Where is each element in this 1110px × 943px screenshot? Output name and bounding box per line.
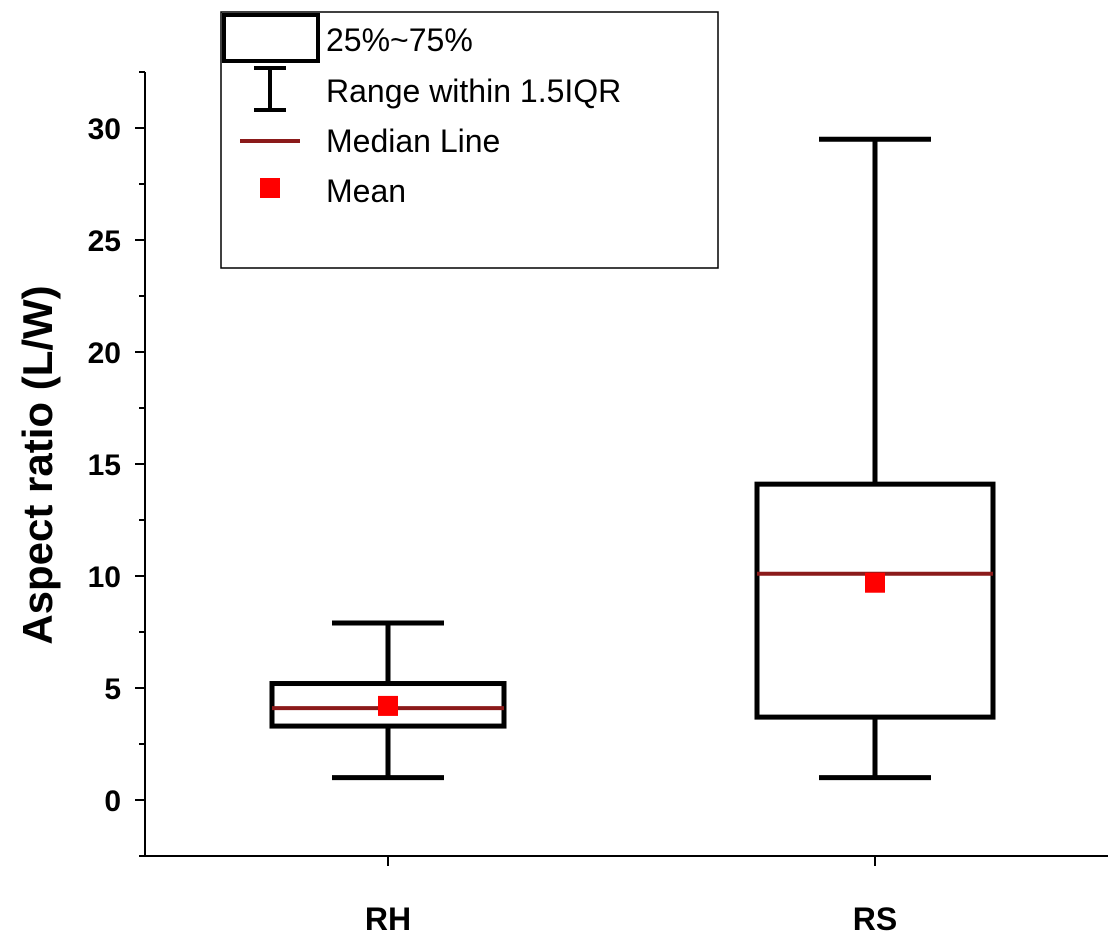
legend: 25%~75% Range within 1.5IQR Median Line Mea… — [220, 11, 719, 269]
y-tick-label: 0 — [104, 785, 121, 818]
legend-label-whisker: Range within 1.5IQR — [326, 73, 621, 109]
legend-label-box: 25%~75% — [326, 22, 473, 58]
iqr-box — [754, 481, 996, 720]
legend-mean-symbol — [260, 178, 280, 198]
legend-label-median: Median Line — [326, 123, 500, 159]
mean-marker — [865, 572, 885, 593]
y-tick-label: 25 — [88, 225, 121, 258]
y-axis-label: Aspect ratio (L/W) — [14, 285, 61, 644]
x-tick-label: RH — [365, 901, 411, 937]
legend-box-symbol — [222, 13, 320, 63]
axes: 0 5 10 15 20 25 30 RH RS — [88, 71, 1108, 937]
box-plots — [269, 136, 996, 781]
x-tick-label: RS — [853, 901, 897, 937]
legend-label-mean: Mean — [326, 173, 406, 209]
y-tick-label: 20 — [88, 337, 121, 370]
y-tick-label: 5 — [104, 673, 121, 706]
iqr-box — [269, 681, 507, 729]
mean-marker — [378, 695, 398, 716]
y-tick-label: 10 — [88, 561, 121, 594]
box-rs — [754, 136, 996, 781]
box-rh — [269, 620, 507, 781]
y-tick-label: 15 — [88, 449, 121, 482]
y-tick-label: 30 — [88, 113, 121, 146]
